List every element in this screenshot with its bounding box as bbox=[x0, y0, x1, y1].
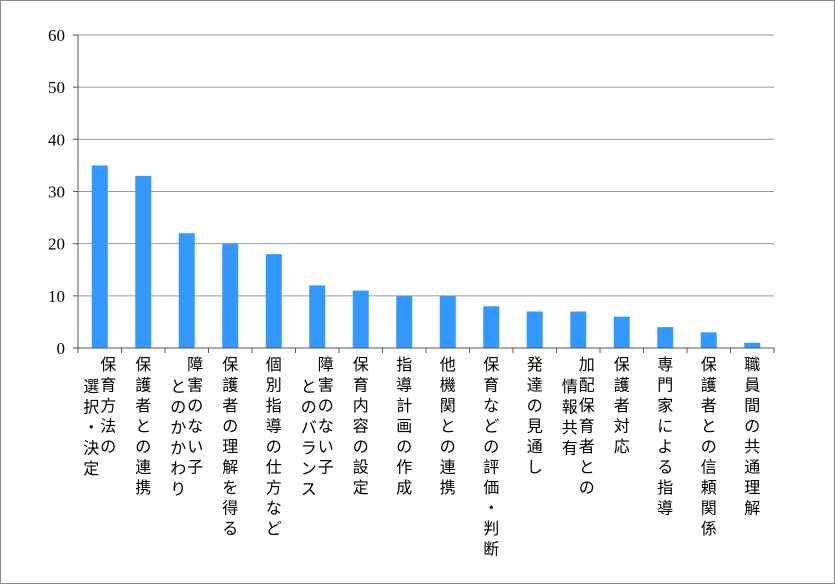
y-tick-label: 10 bbox=[48, 287, 65, 306]
bar bbox=[526, 311, 543, 348]
x-tick-label: 指導計画の作成 bbox=[396, 355, 412, 497]
bars bbox=[91, 165, 761, 348]
bar bbox=[613, 316, 630, 348]
x-tick-label: 障害のない子とのかかわり bbox=[170, 355, 203, 499]
x-tick-label: 発達の見通し bbox=[527, 355, 543, 477]
x-tick-label: 保護者との信頼関係 bbox=[701, 355, 717, 538]
y-tick-label: 0 bbox=[57, 339, 66, 358]
bar bbox=[700, 332, 717, 348]
x-tick-label: 専門家による指導 bbox=[657, 355, 673, 518]
y-tick-label: 20 bbox=[48, 235, 65, 254]
x-tick-label: 職員間の共通理解 bbox=[744, 355, 760, 518]
bar bbox=[265, 254, 282, 348]
x-axis bbox=[77, 347, 775, 353]
y-tick-label: 40 bbox=[48, 130, 65, 149]
x-tick-label: 保育内容の設定 bbox=[353, 355, 369, 497]
category-labels: 保育方法の選択・決定 保護者との連携 障害のない子とのかかわり 保護者の理解を得る 個別… bbox=[83, 355, 760, 559]
bar bbox=[396, 295, 413, 348]
bar bbox=[744, 342, 761, 348]
x-tick-label: 保護者対応 bbox=[614, 355, 630, 456]
bar bbox=[178, 233, 195, 348]
y-axis: 0 10 20 30 40 50 60 bbox=[48, 26, 79, 358]
bar bbox=[91, 165, 108, 348]
bar bbox=[222, 243, 239, 348]
x-tick-label: 保護者の理解を得る bbox=[222, 355, 238, 538]
bar bbox=[483, 306, 500, 348]
bar bbox=[352, 290, 369, 348]
x-tick-label: 障害のない子とのバランス bbox=[301, 355, 334, 499]
bar bbox=[657, 327, 674, 348]
bar bbox=[439, 295, 456, 348]
bar bbox=[135, 175, 152, 348]
bar bbox=[309, 285, 326, 348]
y-tick-label: 60 bbox=[48, 26, 65, 45]
y-tick-label: 30 bbox=[48, 183, 65, 202]
y-tick-label: 50 bbox=[48, 78, 65, 97]
x-tick-label: 保護者との連携 bbox=[135, 355, 151, 497]
x-tick-label: 個別指導の仕方など bbox=[266, 355, 282, 538]
x-tick-label: 加配保育者との情報共有 bbox=[562, 355, 595, 497]
x-tick-label: 保育などの評価・判断 bbox=[483, 355, 499, 559]
x-tick-label: 保育方法の選択・決定 bbox=[83, 355, 116, 478]
x-tick-label: 他機関との連携 bbox=[440, 355, 456, 497]
bar bbox=[570, 311, 587, 348]
